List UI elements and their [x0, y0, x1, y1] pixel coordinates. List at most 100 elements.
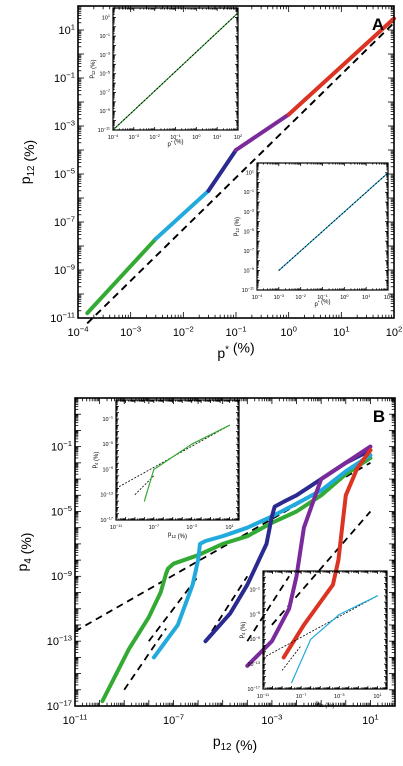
y-tick-label: 10−1 — [54, 70, 75, 84]
x-tick-label: 10−2 — [295, 294, 306, 301]
y-tick-label: 10−13 — [47, 634, 72, 648]
reference-dashed-line — [148, 575, 199, 642]
x-tick-label: 101 — [333, 325, 350, 339]
data-series-line — [245, 444, 373, 668]
panel-b: 10−11 10−7 10−3 101 10−17 10−13 10−9 10−5 10−1 p1… — [14, 397, 396, 753]
y-tick-label: 10−1 — [102, 416, 113, 423]
y-tick-label: 10−17 — [247, 686, 260, 693]
y-tick-label: 10−5 — [243, 228, 254, 235]
x-axis-label: p12 (%) — [213, 733, 257, 753]
y-tick-label: 10−3 — [54, 118, 75, 132]
x-axis-label: p* (%) — [315, 300, 331, 308]
x-tick-label: 102 — [384, 294, 392, 301]
y-tick-label: 10−9 — [51, 569, 72, 583]
y-tick-label: 10−3 — [243, 209, 254, 216]
plot-frame — [256, 162, 389, 291]
x-axis-label: p12 (%) — [315, 701, 334, 709]
y-tick-label: 101 — [102, 14, 110, 21]
y-axis-label: p4 (%) — [239, 622, 247, 639]
x-tick-label: 101 — [213, 134, 221, 141]
y-tick-label: 10−7 — [54, 214, 75, 228]
x-tick-label: 10−3 — [334, 693, 345, 700]
y-tick-label: 10−13 — [247, 661, 260, 668]
y-tick-label: 10−5 — [99, 70, 110, 77]
plot-frame — [115, 399, 240, 521]
x-tick-label: 10−1 — [317, 294, 328, 301]
x-tick-label: 100 — [340, 294, 348, 301]
x-tick-label: 10−7 — [296, 693, 307, 700]
x-tick-label: 102 — [234, 134, 242, 141]
x-tick-label: 10−1 — [225, 325, 246, 339]
y-tick-label: 10−11 — [98, 127, 110, 134]
data-series-line — [278, 172, 389, 272]
data-series-line — [153, 188, 211, 241]
y-tick-label: 101 — [246, 169, 254, 176]
x-tick-label: 10−3 — [120, 325, 141, 339]
y-tick-label: 10−5 — [54, 166, 75, 180]
x-tick-label: 10−3 — [129, 134, 140, 141]
panel-label: A — [372, 15, 384, 34]
y-tick-label: 10−11 — [50, 310, 75, 324]
y-tick-label: 10−11 — [242, 287, 254, 294]
x-tick-label: 10−4 — [67, 325, 89, 339]
panel-label: B — [373, 407, 385, 426]
x-tick-label: 101 — [225, 524, 233, 531]
x-axis-label: p* (%) — [168, 140, 184, 148]
plot-frame — [77, 5, 395, 319]
y-tick-label: 10−13 — [100, 491, 113, 498]
panel-a-inset-bottom: 10−4 10−3 10−2 10−1 100 101 102 10−11 10−9 10−7 10… — [233, 162, 392, 308]
x-tick-label: 10−2 — [173, 325, 194, 339]
y-tick-label: 10−9 — [54, 262, 75, 276]
y-tick-label: 10−9 — [102, 466, 113, 473]
plot-frame — [262, 570, 388, 690]
data-series-line — [206, 148, 238, 193]
panel-a: 10−4 10−3 10−2 10−1 100 101 102 10−11 10−9 10−7 10… — [17, 5, 402, 361]
y-tick-label: 101 — [58, 22, 75, 36]
x-tick-label: 100 — [192, 134, 200, 141]
plot-frame — [74, 397, 396, 707]
y-tick-label: 10−9 — [249, 636, 260, 643]
data-series-line — [85, 236, 158, 316]
y-tick-label: 10−17 — [100, 517, 113, 524]
x-axis-label: p12 (%) — [168, 532, 187, 540]
y-axis-label: p4 (%) — [14, 533, 34, 572]
x-axis-label: p* (%) — [217, 339, 254, 361]
y-tick-label: 10−17 — [47, 698, 72, 712]
reference-dashed-line — [246, 575, 290, 642]
plot-frame — [112, 7, 239, 131]
y-axis-label: p12 (%) — [17, 140, 37, 184]
y-tick-label: 10−9 — [99, 108, 110, 115]
data-series-line — [234, 112, 291, 152]
reference-dashed-line — [74, 462, 371, 633]
x-tick-label: 101 — [373, 693, 381, 700]
y-tick-label: 10−1 — [51, 439, 72, 453]
panel-a-inset-top: 10−4 10−3 10−2 10−1 100 101 102 10−11 10−9 10−7 10… — [89, 7, 242, 148]
x-tick-label: 10−7 — [163, 713, 184, 727]
y-tick-label: 10−7 — [243, 248, 254, 255]
reference-dashed-line — [281, 645, 302, 671]
x-tick-label: 100 — [280, 325, 297, 339]
data-series-line — [143, 424, 231, 502]
panel-b-inset-top: 10−11 10−7 10−3 101 10−17 10−13 10−9 10−5 10−1 p1… — [92, 399, 240, 540]
data-series-line — [151, 453, 373, 660]
x-tick-label: 101 — [362, 713, 379, 727]
x-tick-label: 10−3 — [274, 294, 285, 301]
reference-dashed-line — [112, 12, 239, 131]
data-series-line — [291, 595, 379, 684]
x-tick-label: 10−3 — [261, 713, 282, 727]
x-tick-label: 10−2 — [149, 134, 160, 141]
y-tick-label: 10−5 — [249, 611, 260, 618]
y-tick-label: 10−3 — [99, 52, 110, 59]
y-axis-label: p12 (%) — [89, 59, 97, 78]
y-tick-label: 10−7 — [99, 89, 110, 96]
x-tick-label: 10−7 — [149, 524, 160, 531]
y-tick-label: 10−5 — [102, 441, 113, 448]
y-tick-label: 10−9 — [243, 267, 254, 274]
reference-dashed-line — [262, 595, 378, 659]
data-series-line — [281, 448, 373, 660]
x-tick-label: 10−3 — [186, 524, 197, 531]
y-tick-label: 10−1 — [99, 33, 110, 40]
x-tick-label: 10−11 — [110, 524, 122, 531]
y-tick-label: 10−1 — [249, 586, 260, 593]
